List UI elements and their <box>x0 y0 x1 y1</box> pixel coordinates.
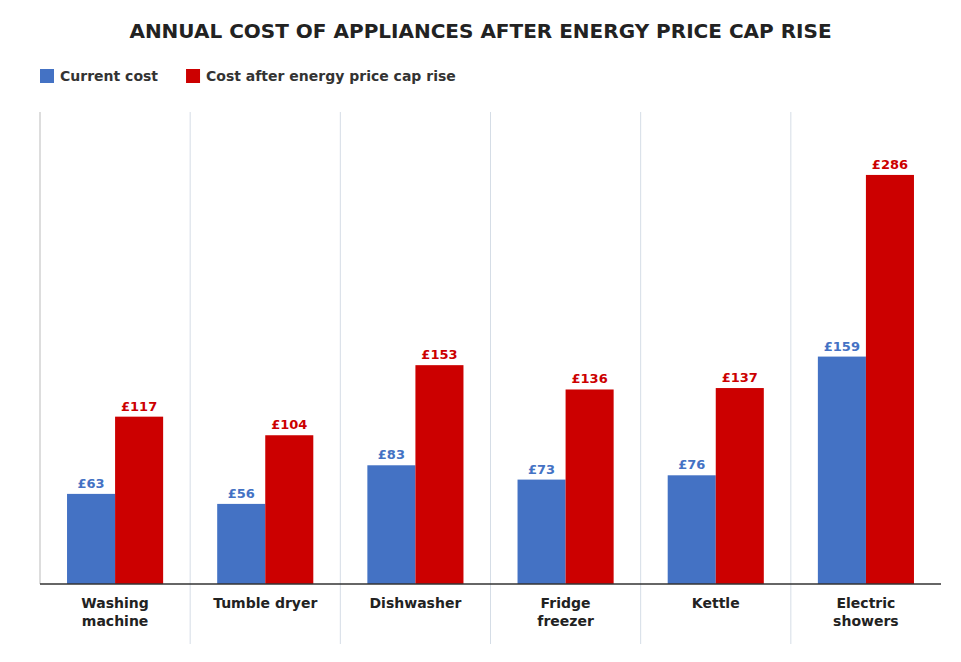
data-label: £73 <box>528 462 555 477</box>
data-label: £76 <box>678 457 705 472</box>
chart-container: ANNUAL COST OF APPLIANCES AFTER ENERGY P… <box>0 0 961 662</box>
data-labels: £63 £56 £83 £73 £76 £159 £117 £104 £153 £136 £137 £… <box>77 157 908 501</box>
category-label-line: Fridge <box>541 595 591 611</box>
bar <box>518 480 566 584</box>
category-label-line: Dishwasher <box>370 595 462 611</box>
category-label-line: showers <box>833 613 899 629</box>
bar <box>818 357 866 584</box>
legend-label: Current cost <box>60 68 158 84</box>
category-label: Fridge freezer <box>537 595 594 629</box>
legend-label: Cost after energy price cap rise <box>206 68 456 84</box>
category-label-line: Kettle <box>692 595 740 611</box>
bar <box>115 417 163 584</box>
bar <box>367 465 415 584</box>
data-label: £63 <box>77 476 104 491</box>
category-label: Tumble dryer <box>213 595 317 611</box>
category-label: Dishwasher <box>370 595 462 611</box>
bar <box>668 475 716 584</box>
legend-item: Current cost <box>40 68 158 84</box>
category-label-line: Tumble dryer <box>213 595 317 611</box>
data-label: £136 <box>572 371 608 386</box>
data-label: £56 <box>228 486 255 501</box>
bar <box>67 494 115 584</box>
bar <box>415 365 463 584</box>
bar <box>217 504 265 584</box>
bar <box>566 389 614 584</box>
background <box>0 0 961 662</box>
data-label: £104 <box>271 417 307 432</box>
category-separator <box>640 112 641 644</box>
title: ANNUAL COST OF APPLIANCES AFTER ENERGY P… <box>129 19 831 43</box>
category-label: Kettle <box>692 595 740 611</box>
x-axis-line <box>40 583 941 585</box>
data-label: £83 <box>378 447 405 462</box>
data-label: £137 <box>722 370 758 385</box>
legend-swatch <box>40 69 54 83</box>
legend-swatch <box>186 69 200 83</box>
category-separator <box>790 112 791 644</box>
data-label: £159 <box>824 339 860 354</box>
bar <box>265 435 313 584</box>
category-separator <box>190 112 191 644</box>
category-separator <box>490 112 491 644</box>
y-axis-line <box>40 112 41 584</box>
category-separator <box>340 112 341 644</box>
category-label-line: freezer <box>537 613 594 629</box>
bar <box>866 175 914 584</box>
legend-item: Cost after energy price cap rise <box>186 68 456 84</box>
data-label: £286 <box>872 157 908 172</box>
data-label: £153 <box>421 347 457 362</box>
chart-svg: ANNUAL COST OF APPLIANCES AFTER ENERGY P… <box>0 0 961 662</box>
category-label-line: machine <box>82 613 149 629</box>
category-label: Washing machine <box>81 595 148 629</box>
category-label-line: Electric <box>836 595 895 611</box>
bar <box>716 388 764 584</box>
data-label: £117 <box>121 399 157 414</box>
category-label-line: Washing <box>81 595 148 611</box>
category-label: Electric showers <box>833 595 899 629</box>
bars <box>67 175 914 584</box>
